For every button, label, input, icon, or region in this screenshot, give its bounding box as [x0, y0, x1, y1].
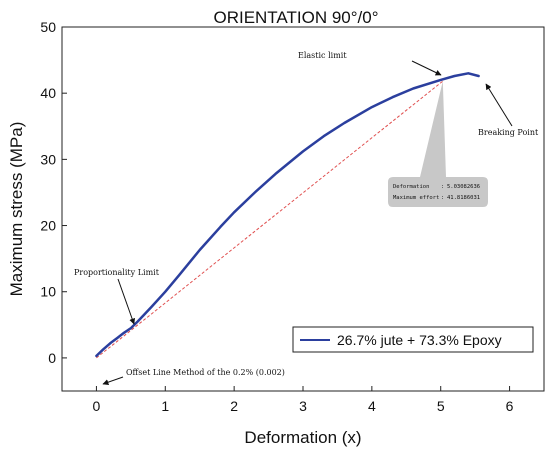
arrow-offset-line [102, 376, 124, 386]
tooltip-bubble [388, 81, 488, 207]
x-tick-label: 6 [506, 398, 514, 414]
x-axis-label: Deformation (x) [244, 428, 361, 447]
data-tooltip: Deformation : 5.03082636 Maximum effort … [388, 81, 488, 207]
chart-title: ORIENTATION 90°/0° [213, 8, 378, 27]
y-tick-label: 0 [48, 350, 56, 366]
tooltip-deformation-label: Deformation [393, 184, 429, 190]
y-axis-label: Maximum stress (MPa) [7, 122, 26, 297]
x-tick-label: 0 [93, 398, 101, 414]
y-tick-label: 50 [40, 19, 56, 35]
y-axis: 0 10 20 30 40 50 [40, 19, 67, 366]
annotation-proportionality-limit: Proportionality Limit [74, 268, 160, 277]
legend-box [292, 326, 534, 353]
y-tick-label: 10 [40, 284, 56, 300]
tooltip-deformation-value: 5.03082636 [447, 184, 480, 190]
tooltip-effort-label: Maximum effort [393, 195, 439, 201]
offset-reference-line [96, 80, 444, 359]
arrow-proportionality-limit [117, 278, 136, 325]
annotation-breaking-point: Breaking Point [478, 128, 539, 137]
series-line-jute-epoxy [95, 72, 480, 358]
tooltip-effort-sep: : [441, 195, 444, 201]
arrow-elastic-limit [411, 60, 442, 76]
tooltip-effort-value: 41.8186031 [447, 195, 480, 201]
legend-entry-jute-epoxy: 26.7% jute + 73.3% Epoxy [337, 332, 502, 348]
legend: 26.7% jute + 73.3% Epoxy [292, 326, 534, 353]
y-tick-label: 40 [40, 85, 56, 101]
tooltip-deformation-sep: : [441, 184, 444, 190]
x-tick-label: 2 [230, 398, 238, 414]
x-tick-label: 1 [161, 398, 169, 414]
annotation-elastic-limit: Elastic limit [298, 51, 347, 60]
arrow-breaking-point [485, 83, 513, 127]
y-tick-label: 20 [40, 218, 56, 234]
x-tick-label: 5 [437, 398, 445, 414]
x-axis: 0 1 2 3 4 5 6 [93, 386, 514, 414]
y-tick-label: 30 [40, 151, 56, 167]
x-tick-label: 4 [368, 398, 376, 414]
annotation-offset-line: Offset Line Method of the 0.2% (0.002) [126, 368, 285, 377]
x-tick-label: 3 [299, 398, 307, 414]
